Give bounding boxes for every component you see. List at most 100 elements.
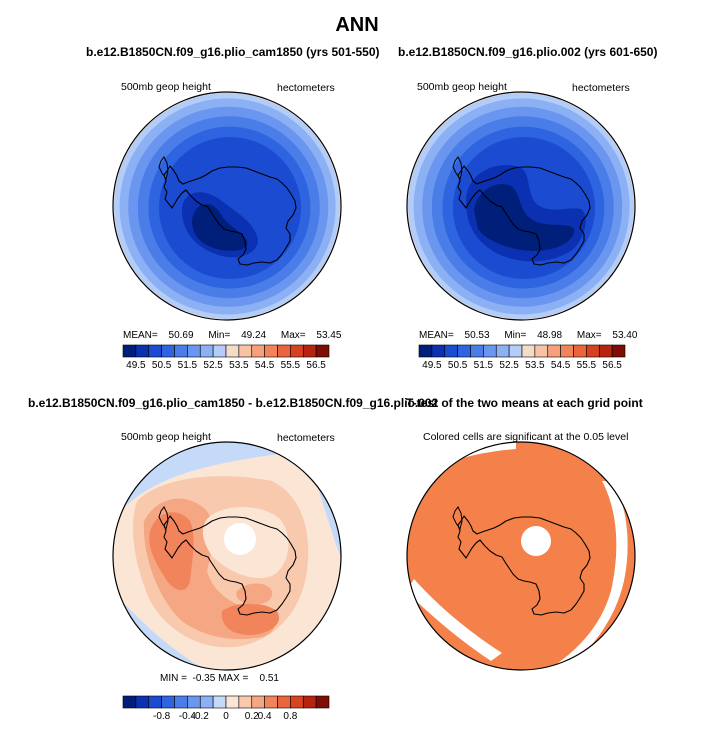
colorbar-tick-label: 0.2 [244, 711, 259, 722]
colorbar-swatch [212, 695, 227, 709]
colorbar-tick-label: 0.8 [283, 711, 298, 722]
colorbar-swatch [277, 344, 291, 358]
panel2-title: b.e12.B1850CN.f09_g16.plio.002 (yrs 601-… [398, 45, 658, 59]
panel2-units-label: hectometers [572, 82, 630, 94]
colorbar-swatch [290, 344, 304, 358]
map-field [113, 442, 341, 670]
colorbar-tick-label: 0 [223, 711, 229, 722]
colorbar-tick-label: 53.5 [525, 360, 545, 371]
colorbar-swatch [174, 344, 188, 358]
antarctica-coastline [457, 165, 591, 266]
colorbar-swatch [586, 344, 600, 358]
colorbar-swatch [521, 344, 536, 358]
colorbar-swatch [135, 695, 150, 709]
colorbar-swatch [302, 695, 317, 709]
colorbar-swatch [122, 344, 137, 358]
contour-band [113, 442, 341, 521]
colorbar-swatch [470, 344, 484, 358]
colorbar-tick-label: -0.2 [191, 711, 209, 722]
colorbar-swatch [547, 344, 561, 358]
colorbar-swatch [290, 695, 304, 709]
panel4-polar-map [406, 441, 636, 671]
contour-band [113, 653, 136, 670]
colorbar-swatch [251, 695, 265, 709]
colorbar-tick-label: 49.5 [422, 360, 442, 371]
panel1-units-label: hectometers [277, 82, 335, 94]
contour-band [474, 183, 575, 251]
antarctica-coastline [163, 165, 297, 266]
panel1-mean-value: 50.69 [168, 330, 194, 341]
map-boundary [406, 441, 636, 671]
colorbar-tick-label: 54.5 [254, 360, 275, 371]
colorbar-tick-label: 0.4 [257, 711, 272, 722]
colorbar-swatch [302, 344, 317, 358]
antarctic-peninsula-coastline [452, 506, 463, 531]
contour-band [149, 512, 194, 591]
colorbar-tick-label: 54.5 [550, 360, 571, 371]
panel3-title: b.e12.B1850CN.f09_g16.plio_cam1850 - b.e… [28, 396, 439, 410]
colorbar-swatch [199, 695, 214, 709]
panel1-max-value: 53.45 [316, 330, 342, 341]
panel2-mean-value: 50.53 [464, 330, 490, 341]
panel2-polar-map [406, 91, 636, 321]
panel2-colorbar [418, 344, 626, 358]
panel3-polar-map [112, 441, 342, 671]
map-field [407, 92, 635, 320]
colorbar-swatch [161, 695, 175, 709]
panel1-mean-label: MEAN= [123, 330, 158, 341]
panel3-stats: MIN = -0.35 MAX = 0.51 [160, 673, 279, 684]
colorbar-swatch [238, 695, 253, 709]
colorbar-swatch [315, 695, 330, 709]
nonsignificant-cells [546, 481, 628, 670]
antarctica-coastline [457, 515, 591, 616]
antarctica-coastline [163, 515, 297, 616]
colorbar-swatch [264, 695, 278, 709]
colorbar-tick-label: 49.5 [126, 360, 146, 371]
contour-band [221, 603, 280, 636]
colorbar-swatch [457, 344, 471, 358]
colorbar-swatch [508, 344, 523, 358]
map-boundary [112, 441, 342, 671]
colorbar-tick-label: 56.5 [306, 360, 326, 371]
panel4-subtitle: Colored cells are significant at the 0.0… [423, 431, 629, 443]
antarctic-peninsula-coastline [452, 156, 463, 181]
colorbar-swatch [225, 344, 240, 358]
panel4-title: T-test of the two means at each grid poi… [406, 396, 643, 410]
panel3-units-label: hectometers [277, 432, 335, 444]
panel2-mean-label: MEAN= [419, 330, 454, 341]
contour-band [113, 637, 154, 670]
colorbar-swatch [264, 344, 278, 358]
panel2-max-value: 53.40 [612, 330, 638, 341]
panel2-variable-label: 500mb geop height [417, 81, 507, 93]
colorbar-swatch [148, 695, 162, 709]
colorbar-tick-label: 55.5 [280, 360, 301, 371]
antarctic-peninsula-coastline [158, 156, 169, 181]
nonsignificant-cells [521, 526, 551, 556]
colorbar-tick-label: 52.5 [499, 360, 519, 371]
map-field [113, 92, 341, 320]
colorbar-swatch [174, 695, 188, 709]
colorbar-swatch [495, 344, 510, 358]
panel1-colorbar [122, 344, 330, 358]
antarctic-peninsula-coastline [158, 506, 169, 531]
colorbar-tick-label: 55.5 [576, 360, 597, 371]
colorbar-swatch [483, 344, 497, 358]
nonsignificant-cells [407, 579, 502, 661]
colorbar-swatch [187, 344, 201, 358]
page-title: ANN [335, 14, 379, 36]
colorbar-swatch [122, 695, 137, 709]
map-boundary [112, 91, 342, 321]
colorbar-swatch [225, 695, 240, 709]
panel2-max-label: Max= [576, 330, 602, 341]
colorbar-swatch [212, 344, 227, 358]
panel1-min-value: 49.24 [241, 330, 267, 341]
colorbar-tick-label: 52.5 [203, 360, 223, 371]
contour-band [192, 203, 248, 251]
panel3-colorbar [122, 695, 330, 709]
colorbar-swatch [315, 344, 330, 358]
colorbar-swatch [534, 344, 549, 358]
panel1-min-label: Min= [208, 330, 231, 341]
colorbar-swatch [431, 344, 446, 358]
colorbar-tick-label: -0.4 [178, 711, 196, 722]
colorbar-swatch [444, 344, 458, 358]
